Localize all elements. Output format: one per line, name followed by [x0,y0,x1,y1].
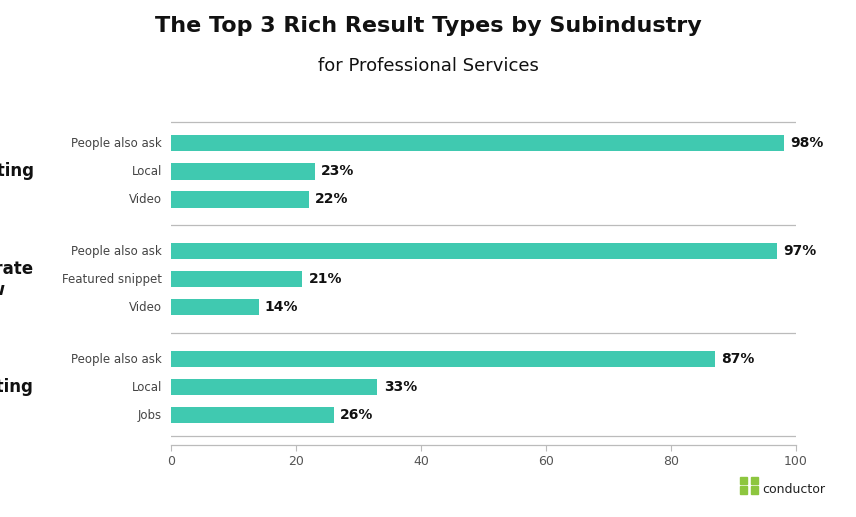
Bar [171,407,334,423]
Text: Recruiting: Recruiting [0,378,33,396]
Text: People also ask: People also ask [71,353,162,366]
Text: 98%: 98% [790,136,823,150]
Text: People also ask: People also ask [71,245,162,257]
Text: Video: Video [128,301,162,314]
Bar [171,351,715,367]
Text: Local: Local [132,165,162,178]
Text: 26%: 26% [340,408,373,422]
Bar [171,243,777,260]
Text: Video: Video [128,193,162,206]
Text: Featured snippet: Featured snippet [62,272,162,286]
Text: conductor: conductor [763,482,826,496]
Text: 21%: 21% [309,272,342,286]
Bar [171,379,377,396]
Text: 14%: 14% [265,300,299,314]
Text: 33%: 33% [383,380,417,394]
Text: Consulting: Consulting [0,162,33,180]
Bar [171,135,783,151]
Text: Local: Local [132,381,162,393]
Text: People also ask: People also ask [71,137,162,150]
Text: The Top 3 Rich Result Types by Subindustry: The Top 3 Rich Result Types by Subindust… [155,16,701,36]
Text: 97%: 97% [783,244,817,258]
Bar [171,163,315,179]
Text: 22%: 22% [315,192,348,206]
Text: 87%: 87% [721,352,754,366]
Bar [171,271,302,287]
Text: Jobs: Jobs [138,408,162,421]
Text: for Professional Services: for Professional Services [318,57,538,75]
Bar [171,299,259,315]
Text: 23%: 23% [321,164,354,178]
Bar [171,191,309,207]
Text: Corporate
Law: Corporate Law [0,260,33,299]
